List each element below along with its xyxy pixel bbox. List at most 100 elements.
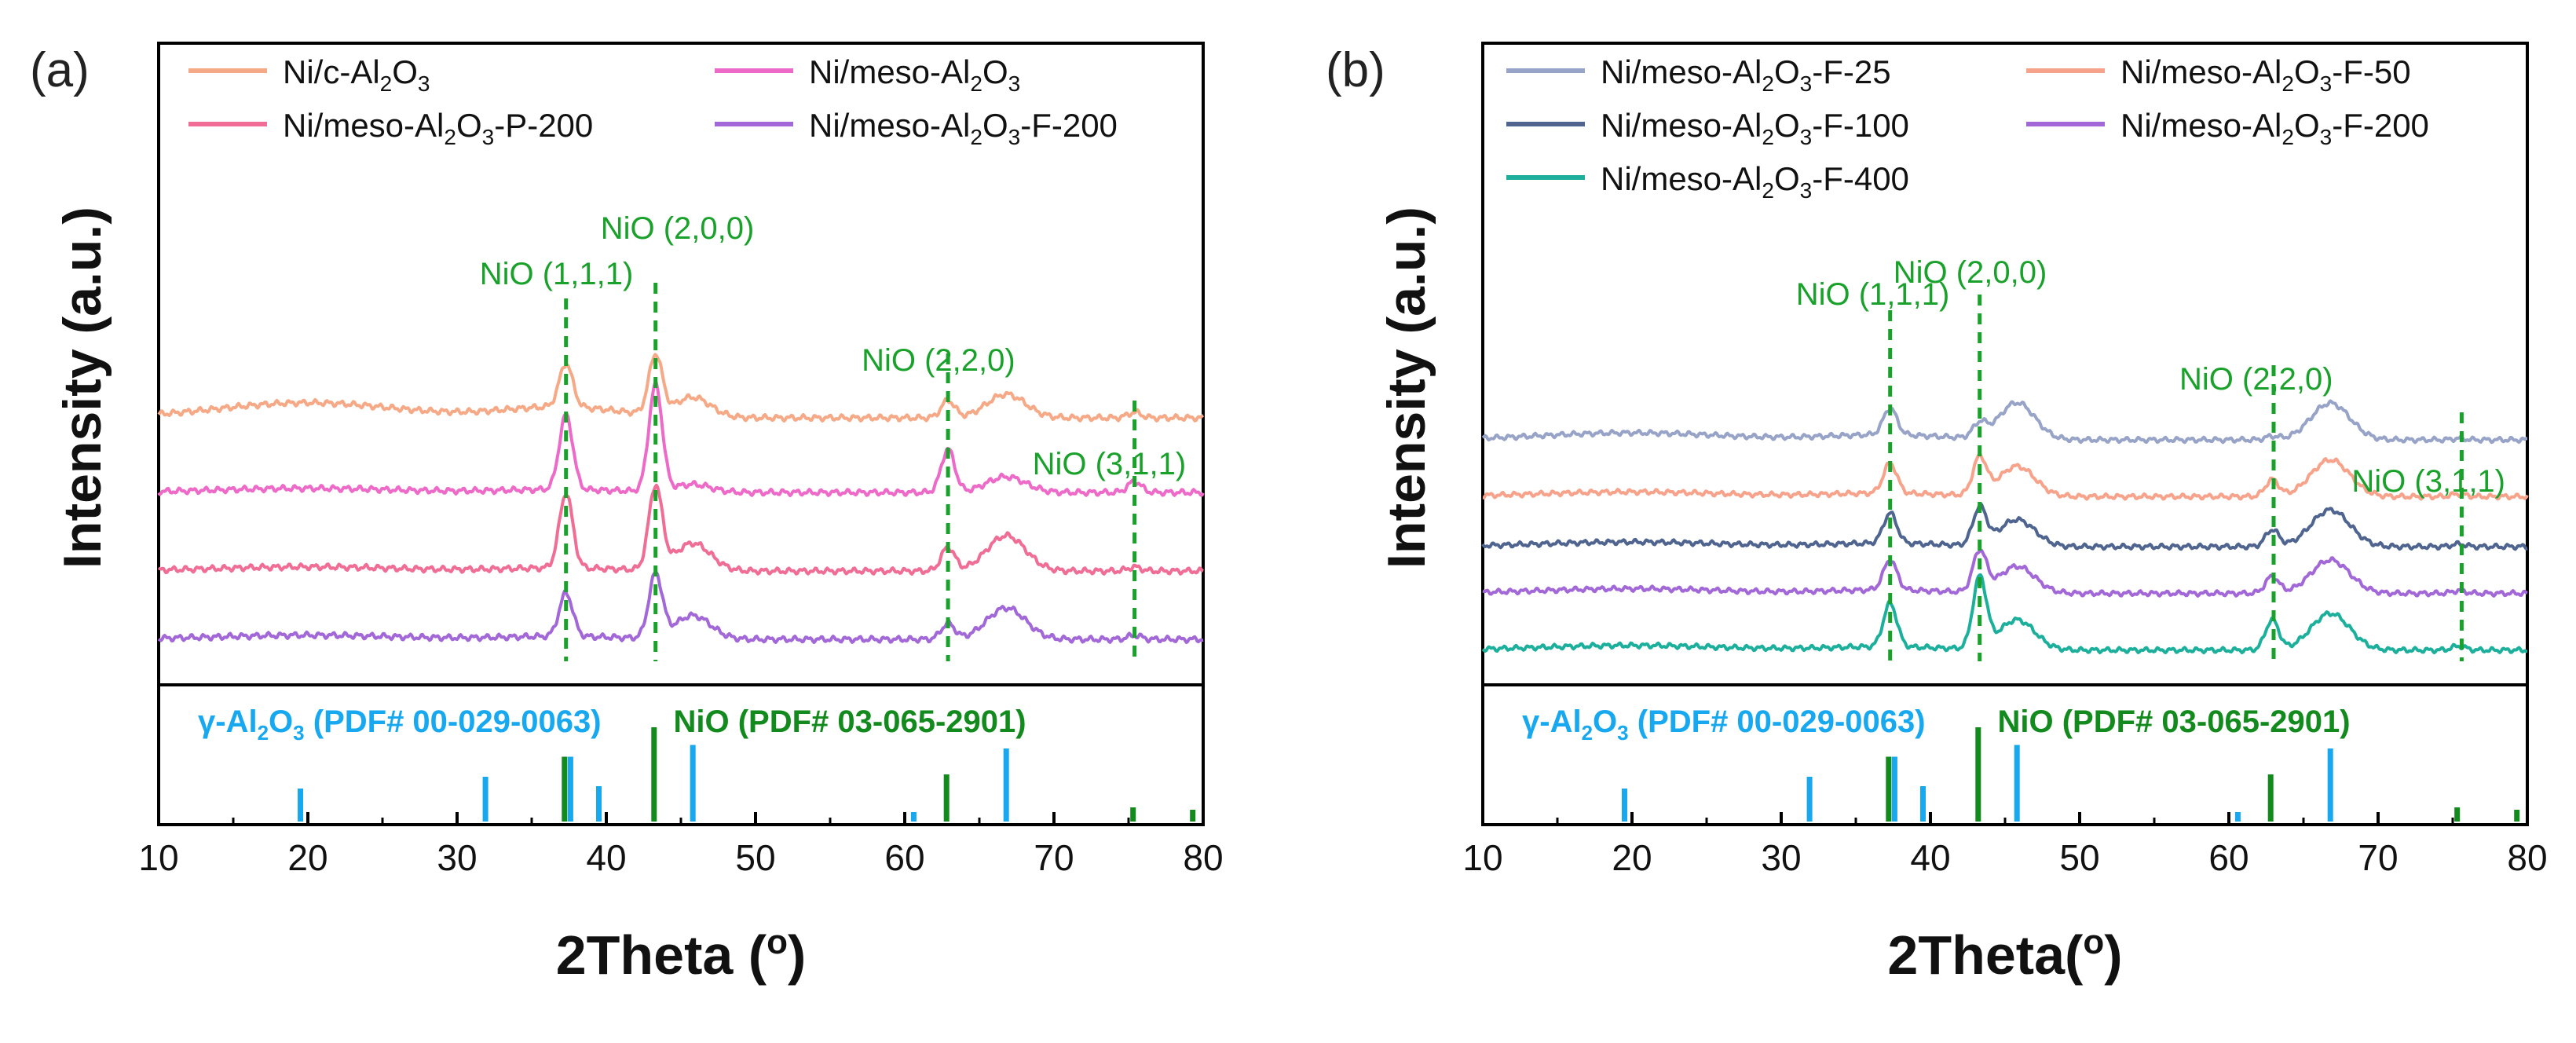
legend-subscript: 2 (1762, 125, 1774, 149)
legend-text: O (1774, 107, 1800, 144)
series-line-ni_f25 (1481, 399, 2528, 445)
x-axis-title-main: 2Theta( (1887, 924, 2084, 986)
legend-text: Ni/meso-Al (809, 53, 970, 90)
alumina-reference-text: (PDF# 00-029-0063) (1629, 704, 1926, 739)
x-tick-label: 60 (884, 837, 924, 878)
x-tick-label: 50 (735, 837, 775, 878)
x-tick-label: 80 (1183, 837, 1223, 878)
legend-subscript: 3 (482, 125, 495, 149)
legend-text: -F-50 (2332, 53, 2410, 90)
series-line-ni_f400 (1481, 573, 2528, 655)
x-axis-title: 2Theta (o) (556, 923, 807, 986)
legend-subscript: 2 (2281, 125, 2294, 149)
x-tick-label: 60 (2208, 837, 2249, 878)
alumina-reference-subscript: 2 (258, 721, 269, 745)
panel-label: (a) (30, 43, 90, 97)
nio-peak-label: NiO (2,0,0) (1894, 255, 2047, 290)
series-line-ni_f100 (1481, 502, 2528, 551)
series-line-ni_f50 (1482, 452, 2529, 501)
legend-text: -F-400 (1812, 160, 1909, 197)
legend-text: -F-25 (1812, 53, 1890, 90)
legend-subscript: 2 (970, 125, 982, 149)
y-axis-title: Intensity (a.u.) (53, 207, 112, 569)
legend-subscript: 2 (380, 71, 393, 96)
series-line-ni_f200 (1482, 548, 2528, 598)
series-line-ni_c (157, 353, 1205, 423)
x-tick-label: 70 (2358, 837, 2398, 878)
legend-subscript: 2 (444, 125, 456, 149)
legend-label: Ni/meso-Al2O3-F-200 (809, 107, 1118, 149)
legend-text: Ni/meso-Al (809, 107, 970, 144)
legend-text: O (2294, 53, 2320, 90)
x-tick-label: 20 (287, 837, 327, 878)
x-tick-label: 30 (1761, 837, 1801, 878)
panel-a: (a) 10 20 30 40 50 60 70 80 2Theta (o) Intensity (… (30, 42, 1224, 986)
legend-subscript: 3 (2320, 71, 2333, 96)
legend-text: Ni/meso-Al (283, 107, 444, 144)
legend-subscript: 2 (2281, 71, 2294, 96)
x-tick-label: 40 (1910, 837, 1950, 878)
alumina-reference-subscript: 3 (293, 721, 304, 745)
x-tick-label: 30 (437, 837, 477, 878)
nio-reference-label: NiO (PDF# 03-065-2901) (674, 704, 1026, 739)
legend-text: -F-200 (1020, 107, 1118, 144)
series-line-ni_f200 (157, 570, 1204, 644)
panel-label: (b) (1326, 43, 1385, 97)
x-axis-title: 2Theta(o) (1887, 923, 2122, 986)
legend-text: -P-200 (494, 107, 593, 144)
x-tick-label: 50 (2059, 837, 2099, 878)
panel-b: (b) 10 20 30 40 50 60 70 80 2Theta(o) Intensity (a… (1326, 42, 2548, 986)
series-line-ni_p200 (157, 483, 1204, 576)
legend-text: Ni/meso-Al (2120, 53, 2281, 90)
x-tick-label: 20 (1612, 837, 1652, 878)
alumina-reference-text: γ-Al (1522, 704, 1582, 739)
legend-text: O (392, 53, 418, 90)
legend-subscript: 2 (1762, 71, 1774, 96)
x-tick-label: 40 (586, 837, 626, 878)
nio-peak-label: NiO (1,1,1) (1796, 277, 1950, 312)
nio-peak-label: NiO (3,1,1) (2351, 464, 2505, 499)
y-axis-title: Intensity (a.u.) (1377, 207, 1436, 569)
alumina-reference-text: O (269, 704, 293, 739)
alumina-reference-subscript: 3 (1617, 721, 1628, 745)
nio-reference-label: NiO (PDF# 03-065-2901) (1998, 704, 2351, 739)
legend-label: Ni/meso-Al2O3-F-200 (2120, 107, 2429, 149)
legend-text: O (2294, 107, 2320, 144)
legend-subscript: 3 (1800, 178, 1813, 203)
series-line-ni_meso (157, 380, 1205, 497)
x-axis-title-close: ) (788, 924, 806, 986)
legend-subscript: 3 (1800, 125, 1813, 149)
legend-subscript: 3 (1800, 71, 1813, 96)
x-tick-label: 80 (2507, 837, 2547, 878)
legend-text: Ni/meso-Al (1601, 160, 1762, 197)
legend-subscript: 3 (2320, 125, 2333, 149)
legend-text: O (1774, 53, 1800, 90)
x-axis-title-close: ) (2104, 924, 2122, 986)
x-axis-title-degree: o (767, 923, 788, 961)
alumina-reference-text: O (1593, 704, 1617, 739)
legend-text: O (982, 53, 1008, 90)
legend-label: Ni/meso-Al2O3-F-100 (1601, 107, 1909, 149)
nio-peak-label: NiO (1,1,1) (480, 257, 634, 291)
legend-text: O (1774, 160, 1800, 197)
legend-text: Ni/meso-Al (2120, 107, 2281, 144)
nio-peak-label: NiO (3,1,1) (1033, 447, 1187, 481)
alumina-reference-subscript: 2 (1582, 721, 1593, 745)
legend-text: Ni/meso-Al (1601, 53, 1762, 90)
x-axis-title-degree: o (2083, 923, 2104, 961)
legend-subscript: 2 (1762, 178, 1774, 203)
x-axis-title-main: 2Theta ( (556, 924, 767, 986)
alumina-reference-label: γ-Al2O3 (PDF# 00-029-0063) (1522, 704, 1926, 745)
x-tick-label: 10 (138, 837, 178, 878)
alumina-reference-text: (PDF# 00-029-0063) (305, 704, 602, 739)
legend-label: Ni/meso-Al2O3 (809, 53, 1020, 96)
alumina-reference-label: γ-Al2O3 (PDF# 00-029-0063) (198, 704, 602, 745)
alumina-reference-text: γ-Al (198, 704, 258, 739)
legend-text: Ni/meso-Al (1601, 107, 1762, 144)
legend-subscript: 3 (1008, 125, 1021, 149)
nio-peak-label: NiO (2,0,0) (601, 211, 755, 246)
legend-subscript: 3 (1008, 71, 1021, 96)
x-tick-label: 70 (1034, 837, 1074, 878)
legend-label: Ni/meso-Al2O3-P-200 (283, 107, 593, 149)
